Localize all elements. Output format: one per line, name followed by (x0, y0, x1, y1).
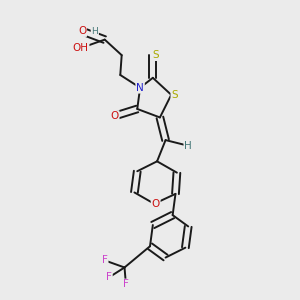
Text: F: F (106, 272, 112, 282)
Text: H: H (184, 141, 192, 151)
Text: S: S (152, 50, 159, 60)
Text: H: H (92, 27, 98, 36)
Text: OH: OH (73, 43, 88, 53)
Text: S: S (171, 90, 178, 100)
Text: O: O (78, 26, 86, 36)
Text: F: F (102, 255, 108, 266)
Text: O: O (152, 199, 160, 209)
Text: F: F (123, 280, 129, 290)
Text: N: N (136, 83, 144, 93)
Text: O: O (110, 111, 119, 121)
